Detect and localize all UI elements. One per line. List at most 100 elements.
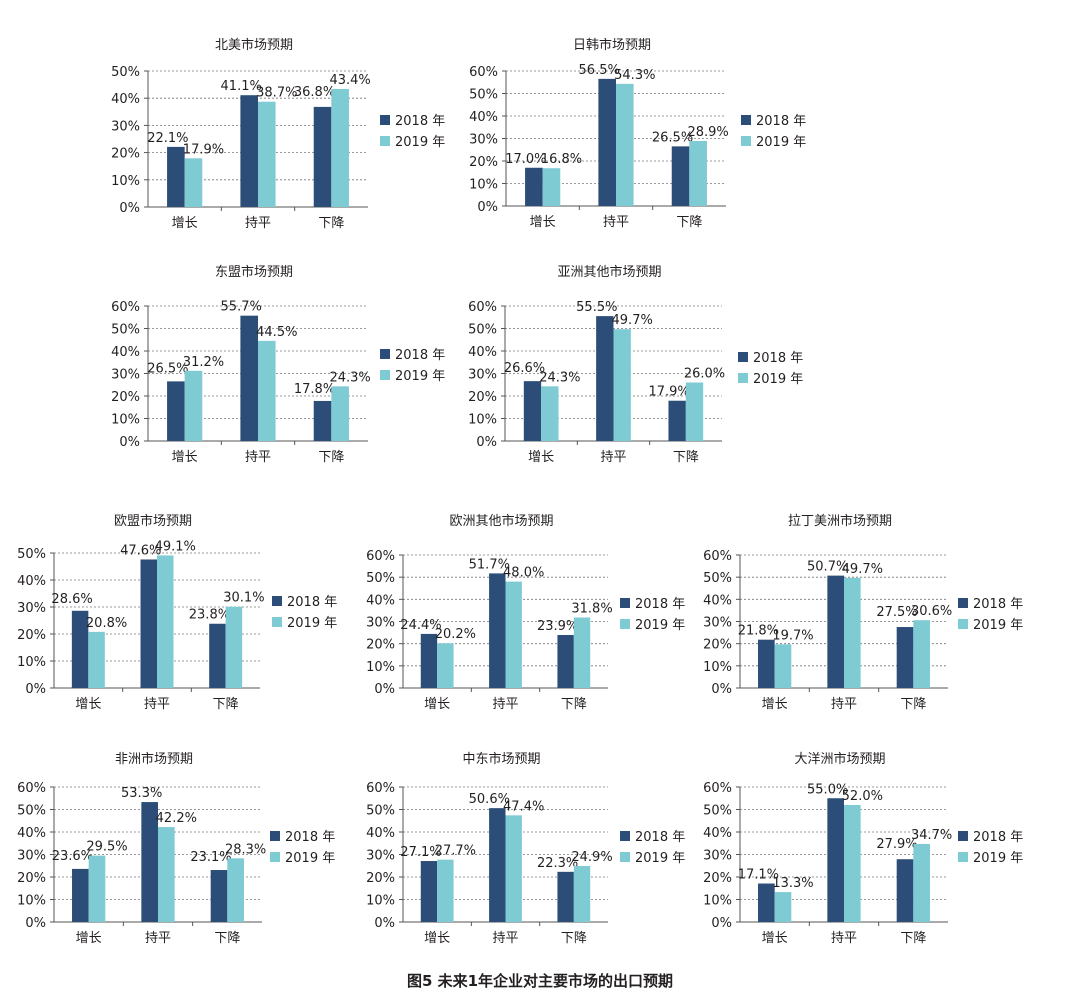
y-tick-label: 60% <box>111 300 140 315</box>
x-tick-label: 增长 <box>762 697 788 712</box>
y-tick-label: 50% <box>366 571 395 586</box>
x-tick-label: 下降 <box>318 450 344 465</box>
x-tick-label: 下降 <box>561 931 587 946</box>
y-tick-label: 40% <box>703 826 732 841</box>
legend-label: 2018 年 <box>395 114 445 129</box>
data-label: 50.7% <box>807 560 848 575</box>
data-label: 55.5% <box>576 300 617 315</box>
legend-label: 2018 年 <box>635 830 685 845</box>
legend-swatch-2019 <box>620 619 630 629</box>
y-tick-label: 40% <box>468 345 497 360</box>
y-tick-label: 40% <box>17 574 46 589</box>
x-tick-label: 持平 <box>144 697 170 712</box>
legend-swatch-2018 <box>272 596 282 606</box>
y-tick-label: 60% <box>703 781 732 796</box>
legend-label: 2019 年 <box>395 135 445 150</box>
y-tick-label: 20% <box>111 390 140 405</box>
bar-2019 <box>437 859 454 922</box>
data-label: 44.5% <box>256 325 297 340</box>
legend-swatch-2018 <box>620 598 630 608</box>
data-label: 38.7% <box>256 86 297 101</box>
chart-title: 拉丁美洲市场预期 <box>788 513 892 529</box>
figure-caption: 图5 未来1年企业对主要市场的出口预期 <box>406 972 674 990</box>
bar-2018 <box>140 559 157 688</box>
bar-2018 <box>598 78 616 206</box>
bar-2018 <box>896 627 914 688</box>
data-label: 20.8% <box>86 616 127 631</box>
y-tick-label: 30% <box>468 368 497 383</box>
y-tick-label: 0% <box>25 916 46 931</box>
legend-label: 2019 年 <box>635 851 685 866</box>
bar-2019 <box>573 865 591 922</box>
x-tick-label: 增长 <box>528 450 554 465</box>
chart-title: 大洋洲市场预期 <box>794 751 885 767</box>
data-label: 48.0% <box>503 566 544 581</box>
y-tick-label: 0% <box>477 200 498 215</box>
bar-chart-5: 欧盟市场预期 0% 10% 20% 30% 40% 50% 增长 28.6% 20.8% 持平 47.… <box>17 513 337 712</box>
bar-2019 <box>774 644 792 688</box>
data-label: 28.6% <box>51 592 92 607</box>
bar-2018 <box>313 106 332 207</box>
bar-2019 <box>331 386 349 441</box>
data-label: 21.8% <box>738 624 779 639</box>
bar-2018 <box>523 381 542 441</box>
bar-2019 <box>258 101 276 207</box>
y-tick-label: 20% <box>366 638 395 653</box>
data-label: 28.3% <box>225 842 266 857</box>
y-tick-label: 20% <box>469 155 498 170</box>
x-tick-label: 增长 <box>172 216 198 231</box>
data-label: 49.1% <box>155 539 196 554</box>
data-label: 22.3% <box>537 856 578 871</box>
data-label: 55.0% <box>807 782 848 797</box>
chart-title: 东盟市场预期 <box>215 264 293 280</box>
bar-2018 <box>758 883 775 922</box>
data-label: 23.8% <box>189 608 230 623</box>
legend-label: 2019 年 <box>285 851 335 866</box>
data-label: 24.9% <box>571 850 612 865</box>
legend-swatch-2018 <box>620 831 630 841</box>
chart-title: 北美市场预期 <box>215 37 293 53</box>
legend-label: 2019 年 <box>753 372 803 387</box>
legend-label: 2019 年 <box>973 851 1023 866</box>
y-tick-label: 60% <box>366 781 395 796</box>
data-label: 34.7% <box>911 828 952 843</box>
legend-label: 2018 年 <box>287 595 337 610</box>
bar-2019 <box>542 168 561 206</box>
legend-swatch-2019 <box>380 136 390 146</box>
y-tick-label: 30% <box>17 601 46 616</box>
y-tick-label: 10% <box>469 178 498 193</box>
x-tick-label: 下降 <box>561 697 587 712</box>
x-tick-label: 持平 <box>492 697 518 712</box>
legend-swatch-2019 <box>958 619 968 629</box>
data-label: 16.8% <box>541 152 582 167</box>
y-tick-label: 20% <box>366 871 395 886</box>
data-label: 27.9% <box>876 837 917 852</box>
y-tick-label: 10% <box>703 894 732 909</box>
bar-2019 <box>225 606 243 688</box>
bar-chart-8: 非洲市场预期 0% 10% 20% 30% 40% 50% 60% 增长 23.6%29.5% 持平… <box>17 751 335 946</box>
data-label: 23.9% <box>537 619 578 634</box>
legend-label: 2018 年 <box>756 114 806 129</box>
data-label: 26.0% <box>684 367 725 382</box>
chart-title: 亚洲其他市场预期 <box>557 264 661 280</box>
legend-swatch-2018 <box>958 831 968 841</box>
bar-2018 <box>557 635 574 688</box>
bar-2019 <box>184 158 203 207</box>
bar-2019 <box>88 631 105 688</box>
legend-label: 2019 年 <box>287 616 337 631</box>
bar-2019 <box>616 83 634 206</box>
bar-chart-2: 日韩市场预期 0% 10% 20% 30% 40% 50% 60% 增长 17.0%16.8% 持平… <box>469 37 806 230</box>
bar-2018 <box>141 802 158 922</box>
legend-swatch-2018 <box>380 349 390 359</box>
legend-swatch-2018 <box>741 115 751 125</box>
bar-2018 <box>896 859 914 922</box>
data-label: 24.3% <box>539 370 580 385</box>
legend-swatch-2019 <box>741 136 751 146</box>
bar-2019 <box>844 805 861 922</box>
legend-swatch-2018 <box>380 115 390 125</box>
y-tick-label: 10% <box>468 413 497 428</box>
y-tick-label: 10% <box>111 174 140 189</box>
y-tick-label: 40% <box>703 593 732 608</box>
bar-2018 <box>827 798 844 922</box>
legend-label: 2018 年 <box>973 597 1023 612</box>
